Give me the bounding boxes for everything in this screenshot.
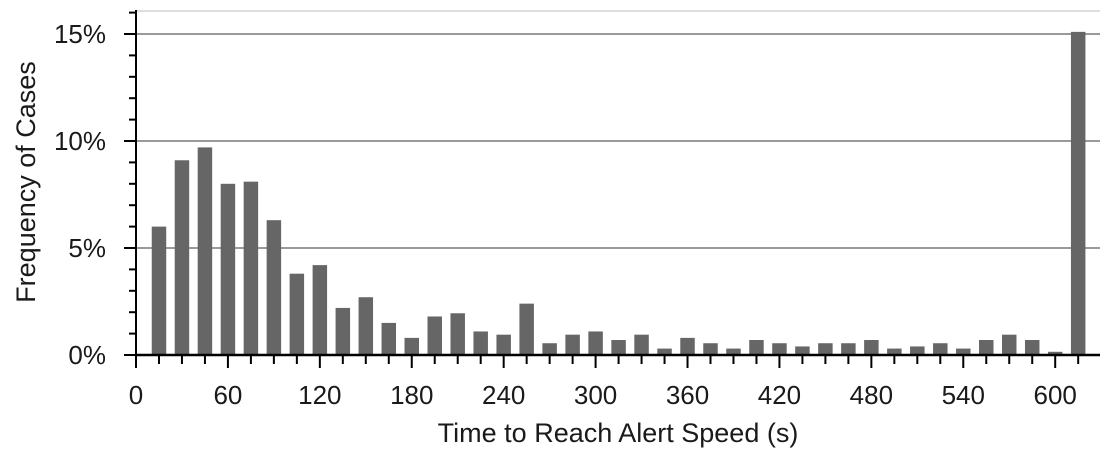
bar-255s bbox=[519, 303, 534, 355]
x-tick-label: 360 bbox=[666, 380, 709, 410]
y-tick-label: 0% bbox=[68, 340, 106, 370]
x-tick-label: 60 bbox=[213, 380, 242, 410]
bar-195s bbox=[427, 316, 442, 355]
bar-225s bbox=[473, 331, 488, 355]
bar-330s bbox=[634, 334, 649, 355]
y-tick-label: 10% bbox=[54, 126, 106, 156]
x-tick-label: 480 bbox=[850, 380, 893, 410]
x-axis-title: Time to Reach Alert Speed (s) bbox=[438, 418, 799, 448]
bar-540s bbox=[956, 348, 971, 355]
bar-165s bbox=[381, 322, 397, 355]
bar-570s bbox=[1002, 334, 1017, 355]
bar-90s bbox=[266, 220, 282, 355]
bar-60s bbox=[220, 183, 236, 355]
bar-525s bbox=[933, 343, 948, 355]
axes bbox=[124, 10, 1100, 368]
bar-555s bbox=[979, 340, 994, 355]
bar-420s bbox=[772, 343, 787, 355]
bar-285s bbox=[565, 334, 580, 355]
x-tick-label: 420 bbox=[758, 380, 801, 410]
bar-75s bbox=[243, 181, 259, 355]
bar-480s bbox=[864, 340, 879, 355]
bar-615s bbox=[1070, 31, 1086, 356]
gridlines bbox=[136, 10, 1100, 249]
x-tick-label: 540 bbox=[942, 380, 985, 410]
bar-15s bbox=[151, 226, 167, 355]
y-tick-label: 15% bbox=[54, 19, 106, 49]
bar-240s bbox=[496, 334, 511, 355]
bar-450s bbox=[818, 343, 833, 355]
bar-465s bbox=[841, 343, 856, 355]
bar-510s bbox=[910, 346, 925, 355]
bar-45s bbox=[197, 147, 213, 355]
bar-270s bbox=[542, 343, 557, 355]
tick-labels: 0% 5% 10% 15% 0 60 120 180 240 300 360 420 480 540 600 bbox=[54, 19, 1077, 410]
bar-495s bbox=[887, 348, 902, 355]
bar-30s bbox=[174, 160, 190, 355]
x-tick-label: 180 bbox=[390, 380, 433, 410]
bar-390s bbox=[726, 348, 741, 355]
y-axis-title: Frequency of Cases bbox=[11, 61, 41, 303]
bar-360s bbox=[680, 337, 695, 355]
x-tick-label: 600 bbox=[1034, 380, 1077, 410]
bar-105s bbox=[289, 273, 305, 355]
x-tick-label: 300 bbox=[574, 380, 617, 410]
bar-180s bbox=[404, 337, 419, 355]
bar-120s bbox=[312, 265, 328, 355]
bar-585s bbox=[1024, 340, 1040, 355]
bar-435s bbox=[795, 346, 810, 355]
x-tick-label: 0 bbox=[129, 380, 143, 410]
bar-150s bbox=[358, 297, 374, 355]
bar-300s bbox=[588, 331, 603, 355]
bar-210s bbox=[450, 313, 465, 355]
bar-345s bbox=[657, 348, 672, 355]
x-tick-label: 240 bbox=[482, 380, 525, 410]
bar-405s bbox=[749, 340, 764, 355]
bar-375s bbox=[703, 343, 718, 355]
bar-315s bbox=[611, 340, 626, 355]
bar-135s bbox=[335, 307, 351, 355]
y-tick-label: 5% bbox=[68, 233, 106, 263]
bars bbox=[151, 31, 1086, 356]
x-tick-label: 120 bbox=[298, 380, 341, 410]
bar-600s bbox=[1047, 351, 1063, 355]
